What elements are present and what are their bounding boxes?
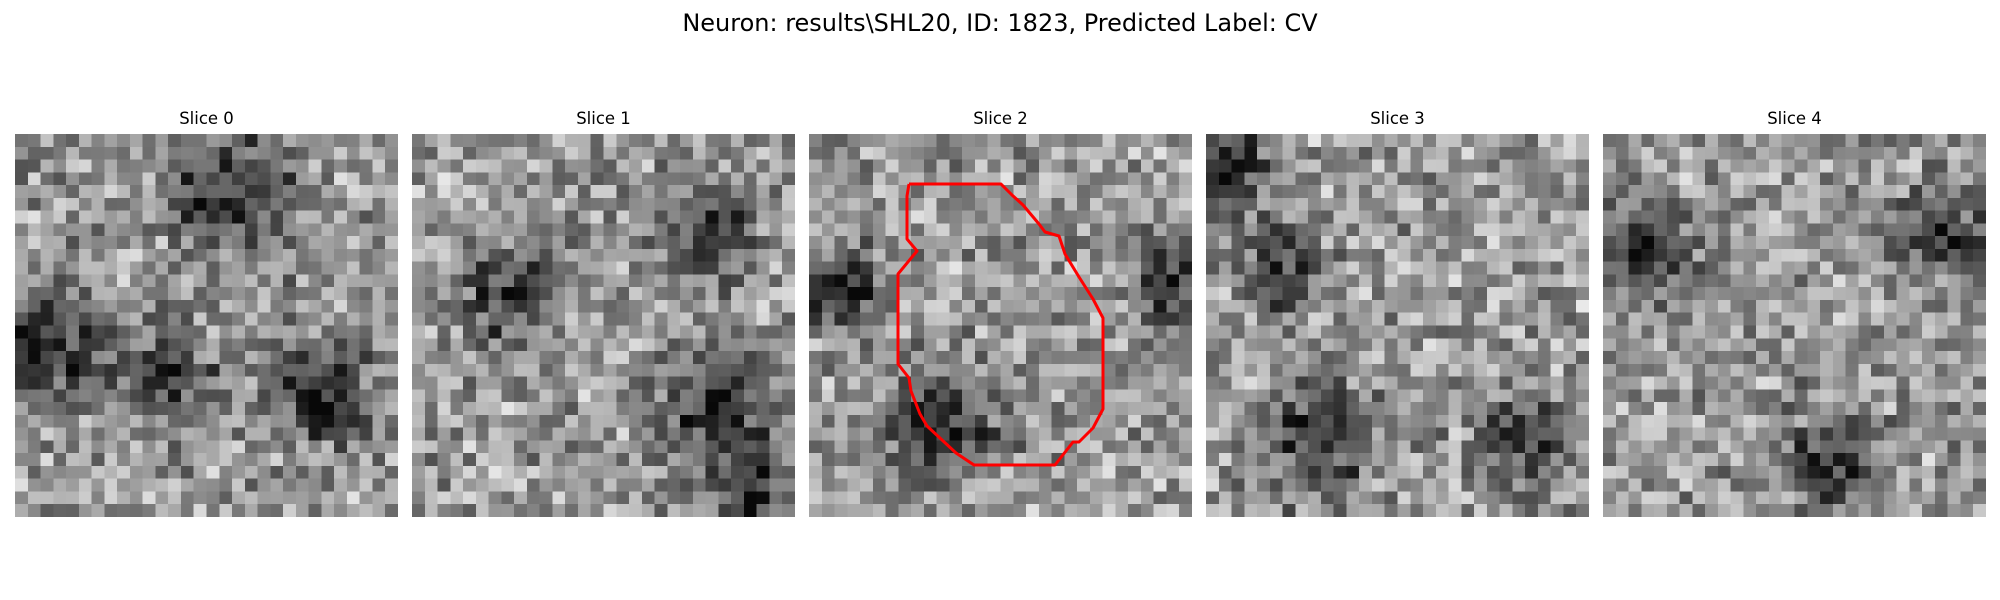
slice-title: Slice 1 xyxy=(576,109,631,128)
slice-title: Slice 4 xyxy=(1767,109,1822,128)
neuron-contour xyxy=(896,182,1105,467)
slice-panel-2: Slice 2 xyxy=(809,108,1192,517)
slice-panel-1: Slice 1 xyxy=(412,108,795,517)
slice-title: Slice 3 xyxy=(1370,109,1425,128)
slice-image xyxy=(1603,134,1986,517)
slice-title: Slice 0 xyxy=(179,109,234,128)
figure-title: Neuron: results\SHL20, ID: 1823, Predict… xyxy=(682,9,1318,37)
slice-image xyxy=(412,134,795,517)
slice-panel-3: Slice 3 xyxy=(1206,108,1589,517)
slice-panel-4: Slice 4 xyxy=(1603,108,1986,517)
slice-title: Slice 2 xyxy=(973,109,1028,128)
slice-image xyxy=(809,134,1192,517)
slice-image xyxy=(15,134,398,517)
slice-image xyxy=(1206,134,1589,517)
slice-panel-0: Slice 0 xyxy=(15,108,398,517)
